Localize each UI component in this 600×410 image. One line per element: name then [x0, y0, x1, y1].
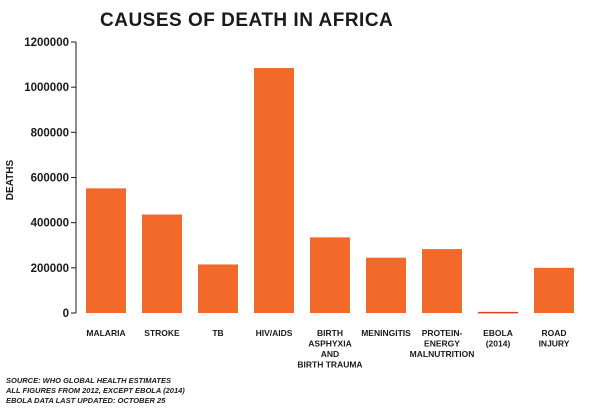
- y-tick-label: 200000: [31, 263, 69, 275]
- bar: [534, 267, 574, 313]
- category-label: TB: [212, 328, 223, 338]
- y-axis: 0 200000 400000 600000 800000 1000000 1200000: [24, 37, 77, 320]
- chart-title: CAUSES OF DEATH IN AFRICA: [100, 10, 394, 31]
- category-label: HIV/AIDS: [256, 328, 293, 338]
- bar: [142, 214, 182, 313]
- category-label: PROTEIN-ENERGY MALNUTRITION: [410, 328, 475, 359]
- y-tick-label: 600000: [31, 173, 69, 185]
- bars: [86, 67, 574, 314]
- y-tick-label: 400000: [31, 218, 69, 230]
- bar: [86, 188, 126, 313]
- bar: [198, 264, 238, 313]
- category-label: BIRTH ASPHYXIA AND BIRTH TRAUMA: [297, 328, 362, 370]
- category-label: STROKE: [144, 328, 180, 338]
- category-label: EBOLA (2014): [483, 328, 513, 349]
- bar: [310, 237, 350, 313]
- bar: [254, 67, 294, 314]
- bar: [422, 249, 462, 313]
- source-line: ALL FIGURES FROM 2012, EXCEPT EBOLA (201…: [6, 386, 185, 395]
- source-line: SOURCE: WHO GLOBAL HEALTH ESTIMATES: [6, 376, 171, 385]
- bar: [366, 257, 406, 313]
- y-tick-label: 1000000: [24, 82, 69, 94]
- source-line: EBOLA DATA LAST UPDATED: OCTOBER 25: [6, 396, 166, 405]
- category-labels: MALARIA STROKE TB HIV/AIDS BIRTH ASPHYXIA AND B…: [86, 328, 569, 370]
- y-tick-label: 1200000: [24, 37, 69, 49]
- category-label: ROAD INJURY: [539, 328, 570, 349]
- y-tick-label: 800000: [31, 127, 69, 139]
- bar-chart: 020000040000060000080000010000001200000 …: [5, 37, 574, 370]
- category-label: MENINGITIS: [361, 328, 411, 338]
- category-label: MALARIA: [86, 328, 125, 338]
- y-tick-label: 0: [63, 308, 69, 320]
- bar: [478, 311, 518, 314]
- source-note: SOURCE: WHO GLOBAL HEALTH ESTIMATES ALL …: [6, 376, 185, 406]
- y-axis-label: DEATHS: [5, 159, 16, 200]
